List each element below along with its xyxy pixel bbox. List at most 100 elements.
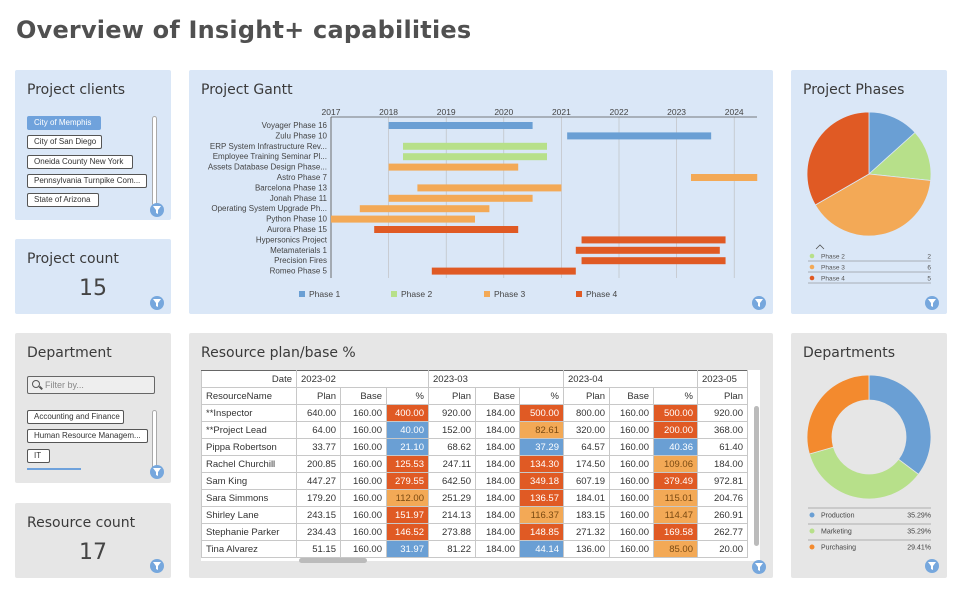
clients-filter-button[interactable] [150,203,164,217]
table-row[interactable]: Tina Alvarez 51.15 160.00 31.97 81.22 184.00 4… [201,540,748,558]
pct-cell: 21.10 [386,438,429,456]
gantt-legend-swatch [484,291,490,297]
table-row[interactable]: Sam King 447.27 160.00 279.55 642.50 184.00 34… [201,472,748,490]
subcol-header-pct: % [519,387,564,405]
client-chip[interactable]: State of Arizona [27,193,99,208]
gantt-year-label: 2017 [322,107,341,117]
department-chip[interactable]: Human Resource Managem... [27,429,148,444]
plan-cell: 273.88 [428,523,476,541]
project-count-title: Project count [27,251,119,267]
resource-count-filter-button[interactable] [150,559,164,573]
resource-name-header: ResourceName [201,387,297,405]
gantt-filter-button[interactable] [752,296,766,310]
month-header: 2023-02 [296,370,429,388]
departments-legend-dot [809,512,815,518]
plan-cell: 262.77 [697,523,748,541]
gantt-task-label: Employee Training Seminar Pl... [213,152,327,161]
client-chip[interactable]: City of San Diego [27,135,102,150]
gantt-year-label: 2022 [610,107,629,117]
gantt-year-label: 2024 [725,107,744,117]
subcol-header-base: Base [609,387,654,405]
gantt-bar [581,257,726,265]
phases-pie-slice [814,173,932,237]
gantt-task-label: Metamaterials 1 [270,246,327,255]
gantt-bar [431,267,576,275]
plan-cell: 33.77 [296,438,341,456]
table-row[interactable]: Stephanie Parker 234.43 160.00 146.52 273.88… [201,523,748,541]
gantt-bar [388,122,533,129]
plan-cell: 184.00 [697,455,748,473]
gantt-bar [567,132,712,140]
gantt-legend-swatch [391,291,397,297]
department-filter-button[interactable] [150,465,164,479]
pct-cell: 500.00 [519,404,564,422]
project-clients-title: Project clients [27,82,126,98]
table-row[interactable]: Shirley Lane 243.15 160.00 151.97 214.13 184.… [201,506,748,524]
gantt-year-label: 2020 [494,107,513,117]
base-cell: 160.00 [609,438,654,456]
phases-filter-button[interactable] [925,296,939,310]
table-row[interactable]: Rachel Churchill 200.85 160.00 125.53 247.11… [201,455,748,473]
department-chip[interactable]: Accounting and Finance [27,410,124,424]
table-row[interactable]: Pippa Robertson 33.77 160.00 21.10 68.62 184.… [201,438,748,456]
pct-cell: 279.55 [386,472,429,490]
department-chip[interactable]: IT [27,448,50,463]
plan-cell: 920.00 [428,404,476,422]
gantt-bar [331,215,475,223]
plan-cell: 368.00 [697,421,748,439]
resource-table-viewport: Date 2023-02 2023-03 2023-04 2023-05 Resource… [201,370,760,561]
department-scrollbar[interactable] [152,410,157,470]
phases-legend-dot [809,275,815,281]
resource-name-cell: Tina Alvarez [201,540,297,558]
departments-filter-button[interactable] [925,559,939,573]
base-cell: 184.00 [475,421,520,439]
gantt-task-label: Romeo Phase 5 [270,267,328,276]
resource-name-cell: Shirley Lane [201,506,297,524]
resource-table-filter-button[interactable] [752,560,766,574]
plan-cell: 64.00 [296,421,341,439]
subcol-header-base: Base [475,387,520,405]
pct-cell: 400.00 [386,404,429,422]
base-cell: 184.00 [475,489,520,507]
plan-cell: 68.62 [428,438,476,456]
table-row[interactable]: **Project Lead 64.00 160.00 40.00 152.00 184.… [201,421,748,439]
departments-legend-label: Production [821,513,855,520]
gantt-year-label: 2019 [437,107,456,117]
base-cell: 160.00 [340,421,387,439]
resource-count-title: Resource count [27,515,136,531]
subcol-header-pct: % [653,387,698,405]
table-vscroll[interactable] [754,406,759,546]
departments-title: Departments [803,345,896,361]
filter-icon [755,299,763,307]
date-header-label: Date [201,370,297,388]
departments-legend-label: Marketing [821,529,852,536]
plan-cell: 183.15 [563,506,610,524]
base-cell: 160.00 [609,540,654,558]
gantt-legend-swatch [576,291,582,297]
pct-cell: 44.14 [519,540,564,558]
plan-cell: 200.85 [296,455,341,473]
project-gantt-panel: Project Gantt 2017 2018 2019 2020 2021 2022 20… [189,70,773,314]
table-row[interactable]: Sara Simmons 179.20 160.00 112.00 251.29 184.… [201,489,748,507]
client-chip[interactable]: City of Memphis [27,116,101,130]
resource-plan-panel: Resource plan/base % Date 2023-02 2023-03 2… [189,333,773,578]
table-row[interactable]: **Inspector 640.00 160.00 400.00 920.00 184.0… [201,404,748,422]
gantt-task-label: Precision Fires [274,256,327,265]
client-chip[interactable]: Pennsylvania Turnpike Com... [27,173,147,188]
project-count-filter-button[interactable] [150,296,164,310]
base-cell: 184.00 [475,472,520,490]
phases-pie-slice [806,111,870,206]
client-chip[interactable]: Oneida County New York [27,154,133,169]
clients-scrollbar[interactable] [152,116,157,206]
gantt-chart: 2017 2018 2019 2020 2021 2022 2023 2024 Voyager … [208,107,758,299]
plan-cell: 243.15 [296,506,341,524]
departments-legend-dot [809,528,815,534]
subcol-header-plan: Plan [428,387,476,405]
resource-name-cell: Pippa Robertson [201,438,297,456]
gantt-legend-swatch [299,291,305,297]
gantt-bar [359,205,490,213]
department-search-input[interactable]: Filter by... [27,376,155,394]
table-hscroll[interactable] [299,558,367,563]
month-header: 2023-03 [428,370,564,388]
gantt-legend-label: Phase 4 [586,289,617,299]
